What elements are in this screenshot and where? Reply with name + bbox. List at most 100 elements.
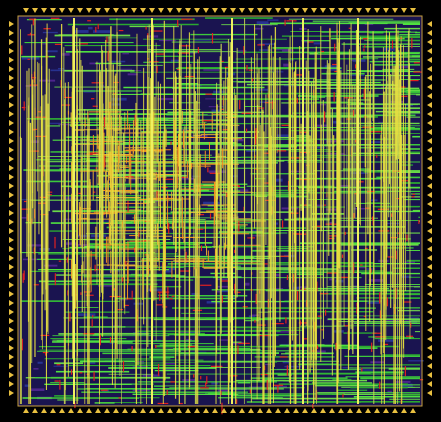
- io-pin: [131, 408, 137, 413]
- io-pin: [77, 8, 83, 13]
- io-pin: [427, 363, 432, 369]
- cell-row: [127, 73, 138, 76]
- io-pin: [427, 336, 432, 342]
- io-pin: [32, 8, 38, 13]
- io-pin: [113, 8, 119, 13]
- cell-row: [236, 50, 247, 52]
- routing-layers: [19, 17, 424, 415]
- cell-row: [89, 62, 101, 65]
- cell-row: [217, 389, 229, 393]
- io-pin: [275, 8, 281, 13]
- io-pin: [194, 408, 200, 413]
- cell-row: [251, 235, 265, 237]
- cell-row: [282, 49, 294, 53]
- io-pin: [9, 156, 14, 162]
- cell-row: [329, 221, 334, 225]
- cell-row: [370, 361, 385, 364]
- cell-row: [370, 141, 381, 143]
- io-pin: [9, 318, 14, 324]
- cell-row: [315, 204, 323, 207]
- io-pin: [427, 300, 432, 306]
- io-pin: [427, 390, 432, 396]
- io-pin: [23, 8, 29, 13]
- cell-row: [326, 153, 345, 155]
- io-pin: [248, 408, 254, 413]
- io-pin: [158, 408, 164, 413]
- cell-row: [205, 98, 220, 100]
- io-pin: [356, 408, 362, 413]
- io-pin: [9, 75, 14, 81]
- cell-row: [248, 315, 256, 318]
- io-pin: [266, 8, 272, 13]
- io-pin: [140, 408, 146, 413]
- io-pin: [427, 48, 432, 54]
- cell-row: [160, 265, 172, 268]
- cell-row: [174, 261, 180, 265]
- io-pin: [427, 318, 432, 324]
- core-boundary: [17, 15, 423, 407]
- cell-row: [37, 361, 43, 364]
- io-pin: [9, 363, 14, 369]
- cell-row: [87, 361, 96, 364]
- cell-row: [42, 43, 48, 45]
- io-pin: [122, 8, 128, 13]
- cell-row: [400, 384, 413, 388]
- io-pin: [427, 219, 432, 225]
- io-pin: [9, 345, 14, 351]
- cell-row: [408, 360, 424, 362]
- io-pin: [383, 408, 389, 413]
- io-pin: [50, 408, 56, 413]
- io-pin: [59, 8, 65, 13]
- cell-row: [164, 270, 173, 273]
- cell-row: [63, 197, 78, 200]
- io-pin: [9, 21, 14, 27]
- io-pin: [356, 8, 362, 13]
- io-pin: [410, 8, 416, 13]
- io-pin: [427, 381, 432, 387]
- io-pin: [275, 408, 281, 413]
- io-pin: [427, 264, 432, 270]
- cell-row: [237, 189, 249, 192]
- cell-row: [313, 42, 322, 45]
- cell-row: [232, 138, 244, 142]
- io-pin: [427, 138, 432, 144]
- io-pin: [320, 408, 326, 413]
- cell-row: [184, 352, 190, 356]
- cell-row: [73, 30, 89, 33]
- io-pin: [9, 138, 14, 144]
- cell-row: [259, 49, 272, 51]
- io-pin: [104, 408, 110, 413]
- io-pin: [176, 8, 182, 13]
- cell-row: [45, 50, 58, 53]
- cell-row: [378, 339, 395, 342]
- io-pin: [9, 192, 14, 198]
- io-pin: [427, 111, 432, 117]
- io-pin: [185, 8, 191, 13]
- io-pin: [427, 228, 432, 234]
- cell-row: [111, 97, 127, 101]
- io-pin: [158, 8, 164, 13]
- io-pin: [9, 273, 14, 279]
- io-pin: [9, 390, 14, 396]
- io-pin: [149, 8, 155, 13]
- cell-row: [62, 53, 70, 56]
- io-pin: [86, 8, 92, 13]
- io-pin: [427, 57, 432, 63]
- io-pin: [9, 282, 14, 288]
- io-pin: [140, 8, 146, 13]
- io-pin: [9, 102, 14, 108]
- io-pin: [284, 8, 290, 13]
- io-pin: [9, 201, 14, 207]
- io-pin: [9, 165, 14, 171]
- io-pin: [95, 8, 101, 13]
- cell-row: [284, 365, 302, 368]
- cell-row: [178, 331, 196, 334]
- io-pin: [203, 8, 209, 13]
- cell-row: [93, 30, 111, 33]
- io-pin: [9, 48, 14, 54]
- cell-row: [287, 58, 294, 61]
- cell-row: [20, 199, 32, 201]
- io-pin: [9, 237, 14, 243]
- io-pin: [365, 408, 371, 413]
- io-pin: [293, 8, 299, 13]
